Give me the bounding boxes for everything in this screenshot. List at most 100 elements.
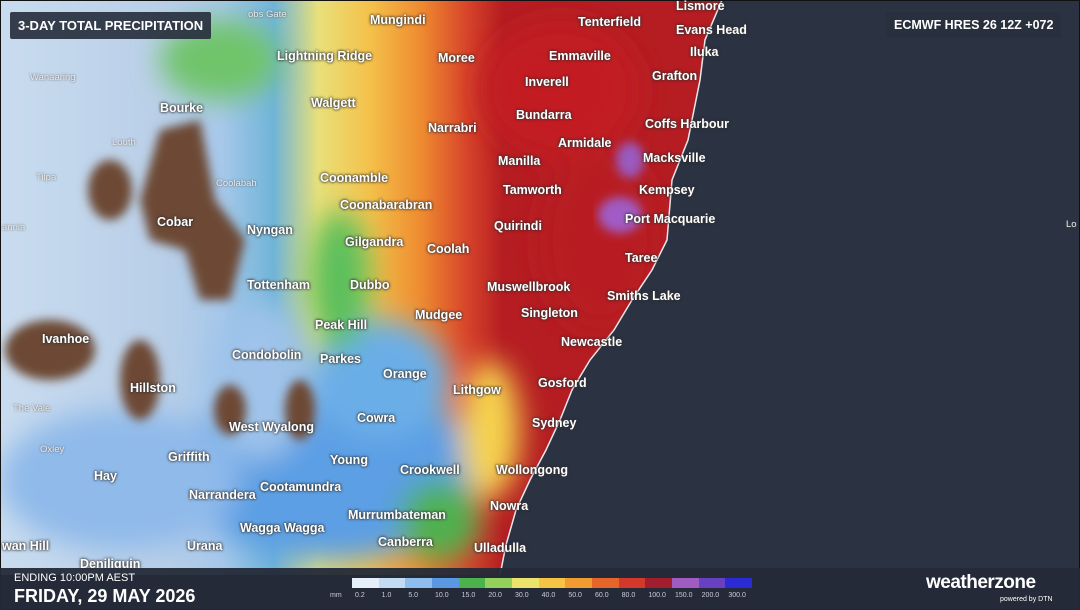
legend-label: 80.0 bbox=[621, 592, 636, 599]
legend-swatch bbox=[485, 578, 512, 588]
place-label: Mungindi bbox=[370, 13, 426, 27]
legend-label: 30.0 bbox=[515, 592, 529, 599]
place-label: Macksville bbox=[643, 151, 706, 165]
place-label: Griffith bbox=[168, 450, 210, 464]
coastline bbox=[499, 0, 723, 576]
place-label: Armidale bbox=[558, 136, 612, 150]
place-label: Oxley bbox=[40, 444, 65, 455]
legend-swatch bbox=[458, 578, 486, 588]
place-label: Emmaville bbox=[549, 49, 611, 63]
place-label: Bundarra bbox=[516, 108, 572, 122]
place-label: West Wyalong bbox=[229, 420, 314, 434]
place-label: Peak Hill bbox=[315, 318, 368, 332]
place-label: wan Hill bbox=[2, 539, 50, 553]
legend-swatch bbox=[725, 578, 752, 588]
place-label: Wanaaring bbox=[30, 72, 76, 83]
ending-time: ENDING 10:00PM AEST bbox=[14, 572, 136, 584]
legend-label: 200.0 bbox=[701, 592, 720, 599]
legend-label: 100.0 bbox=[648, 592, 666, 599]
place-label: Narrandera bbox=[189, 488, 256, 502]
place-label: Kempsey bbox=[639, 183, 695, 197]
place-label: Nowra bbox=[490, 499, 529, 513]
legend-label: 0.2 bbox=[355, 592, 365, 599]
legend-swatch bbox=[352, 578, 379, 588]
footer: ENDING 10:00PM AEST FRIDAY, 29 MAY 2026 … bbox=[0, 568, 1080, 610]
place-label: Cowra bbox=[357, 411, 396, 425]
legend-swatch bbox=[672, 578, 699, 588]
place-label: Iluka bbox=[690, 45, 719, 59]
place-label: Grafton bbox=[652, 69, 698, 83]
place-label: Singleton bbox=[521, 306, 578, 320]
place-label: Cootamundra bbox=[260, 480, 342, 494]
brand: weatherzone bbox=[926, 572, 1036, 593]
place-label: Lismore bbox=[676, 0, 725, 13]
place-label: Murrumbateman bbox=[348, 508, 446, 522]
place-label: Canberra bbox=[378, 535, 433, 549]
place-label: annia bbox=[2, 222, 26, 233]
place-label: Coolah bbox=[427, 242, 470, 256]
place-label: Bourke bbox=[160, 101, 204, 115]
place-label: Gosford bbox=[538, 376, 587, 390]
place-label: Newcastle bbox=[561, 335, 623, 349]
powered-by: powered by DTN bbox=[1000, 596, 1053, 603]
place-label: Condobolin bbox=[232, 348, 302, 362]
place-label: Lo bbox=[1066, 219, 1077, 230]
place-label: Port Macquarie bbox=[625, 212, 716, 226]
legend-label: 1.0 bbox=[381, 592, 392, 599]
legend-swatch bbox=[645, 578, 672, 588]
place-label: Louth bbox=[112, 137, 136, 148]
place-label: Dubbo bbox=[350, 278, 390, 292]
place-label: Gilgandra bbox=[345, 235, 404, 249]
place-label: Manilla bbox=[498, 154, 541, 168]
legend-label: 60.0 bbox=[595, 592, 609, 599]
date: FRIDAY, 29 MAY 2026 bbox=[14, 586, 196, 606]
place-label: Inverell bbox=[525, 75, 569, 89]
place-label: The Vale bbox=[13, 403, 51, 414]
legend-swatch bbox=[565, 578, 592, 588]
place-label: Crookwell bbox=[400, 463, 460, 477]
place-label: Lithgow bbox=[453, 383, 501, 397]
legend-swatch bbox=[592, 578, 619, 588]
legend-label: 300.0 bbox=[728, 592, 746, 599]
legend-label: 10.0 bbox=[435, 592, 449, 599]
precipitation-field bbox=[0, 0, 722, 575]
place-label: Smiths Lake bbox=[607, 289, 681, 303]
place-label: Quirindi bbox=[494, 219, 542, 233]
legend-label: 20.0 bbox=[488, 592, 502, 599]
place-label: Coonamble bbox=[320, 171, 389, 185]
place-label: Walgett bbox=[311, 96, 356, 110]
legend-swatch bbox=[538, 578, 566, 588]
place-label: obs Gate bbox=[248, 9, 287, 20]
legend-swatch bbox=[512, 578, 539, 588]
place-label: Young bbox=[330, 453, 368, 467]
place-label: Muswellbrook bbox=[487, 280, 571, 294]
place-label: Tamworth bbox=[503, 183, 562, 197]
place-label: Mudgee bbox=[415, 308, 463, 322]
place-label: Parkes bbox=[320, 352, 362, 366]
place-label: Coonabarabran bbox=[340, 198, 433, 212]
place-label: Hay bbox=[94, 469, 117, 483]
place-label: Coffs Harbour bbox=[645, 117, 730, 131]
legend-swatch bbox=[432, 578, 459, 588]
place-label: Cobar bbox=[157, 215, 194, 229]
legend-swatch bbox=[698, 578, 726, 588]
legend-label: 5.0 bbox=[408, 592, 419, 599]
legend-swatch bbox=[378, 578, 406, 588]
legend-label: 150.0 bbox=[675, 592, 693, 599]
legend-label: 40.0 bbox=[541, 592, 556, 599]
place-label: Moree bbox=[438, 51, 475, 65]
place-label: Narrabri bbox=[428, 121, 477, 135]
model-run: ECMWF HRES 26 12Z +072 bbox=[886, 12, 1062, 38]
place-label: Tilpa bbox=[36, 172, 57, 183]
legend-swatch bbox=[618, 578, 646, 588]
legend-swatch bbox=[405, 578, 432, 588]
legend-label: 50.0 bbox=[568, 592, 582, 599]
place-label: Tenterfield bbox=[578, 15, 641, 29]
place-label: Ivanhoe bbox=[42, 332, 90, 346]
title: 3-DAY TOTAL PRECIPITATION bbox=[10, 12, 212, 39]
place-label: Urana bbox=[187, 539, 223, 553]
place-label: Coolabah bbox=[216, 178, 257, 189]
place-label: Wollongong bbox=[496, 463, 568, 477]
